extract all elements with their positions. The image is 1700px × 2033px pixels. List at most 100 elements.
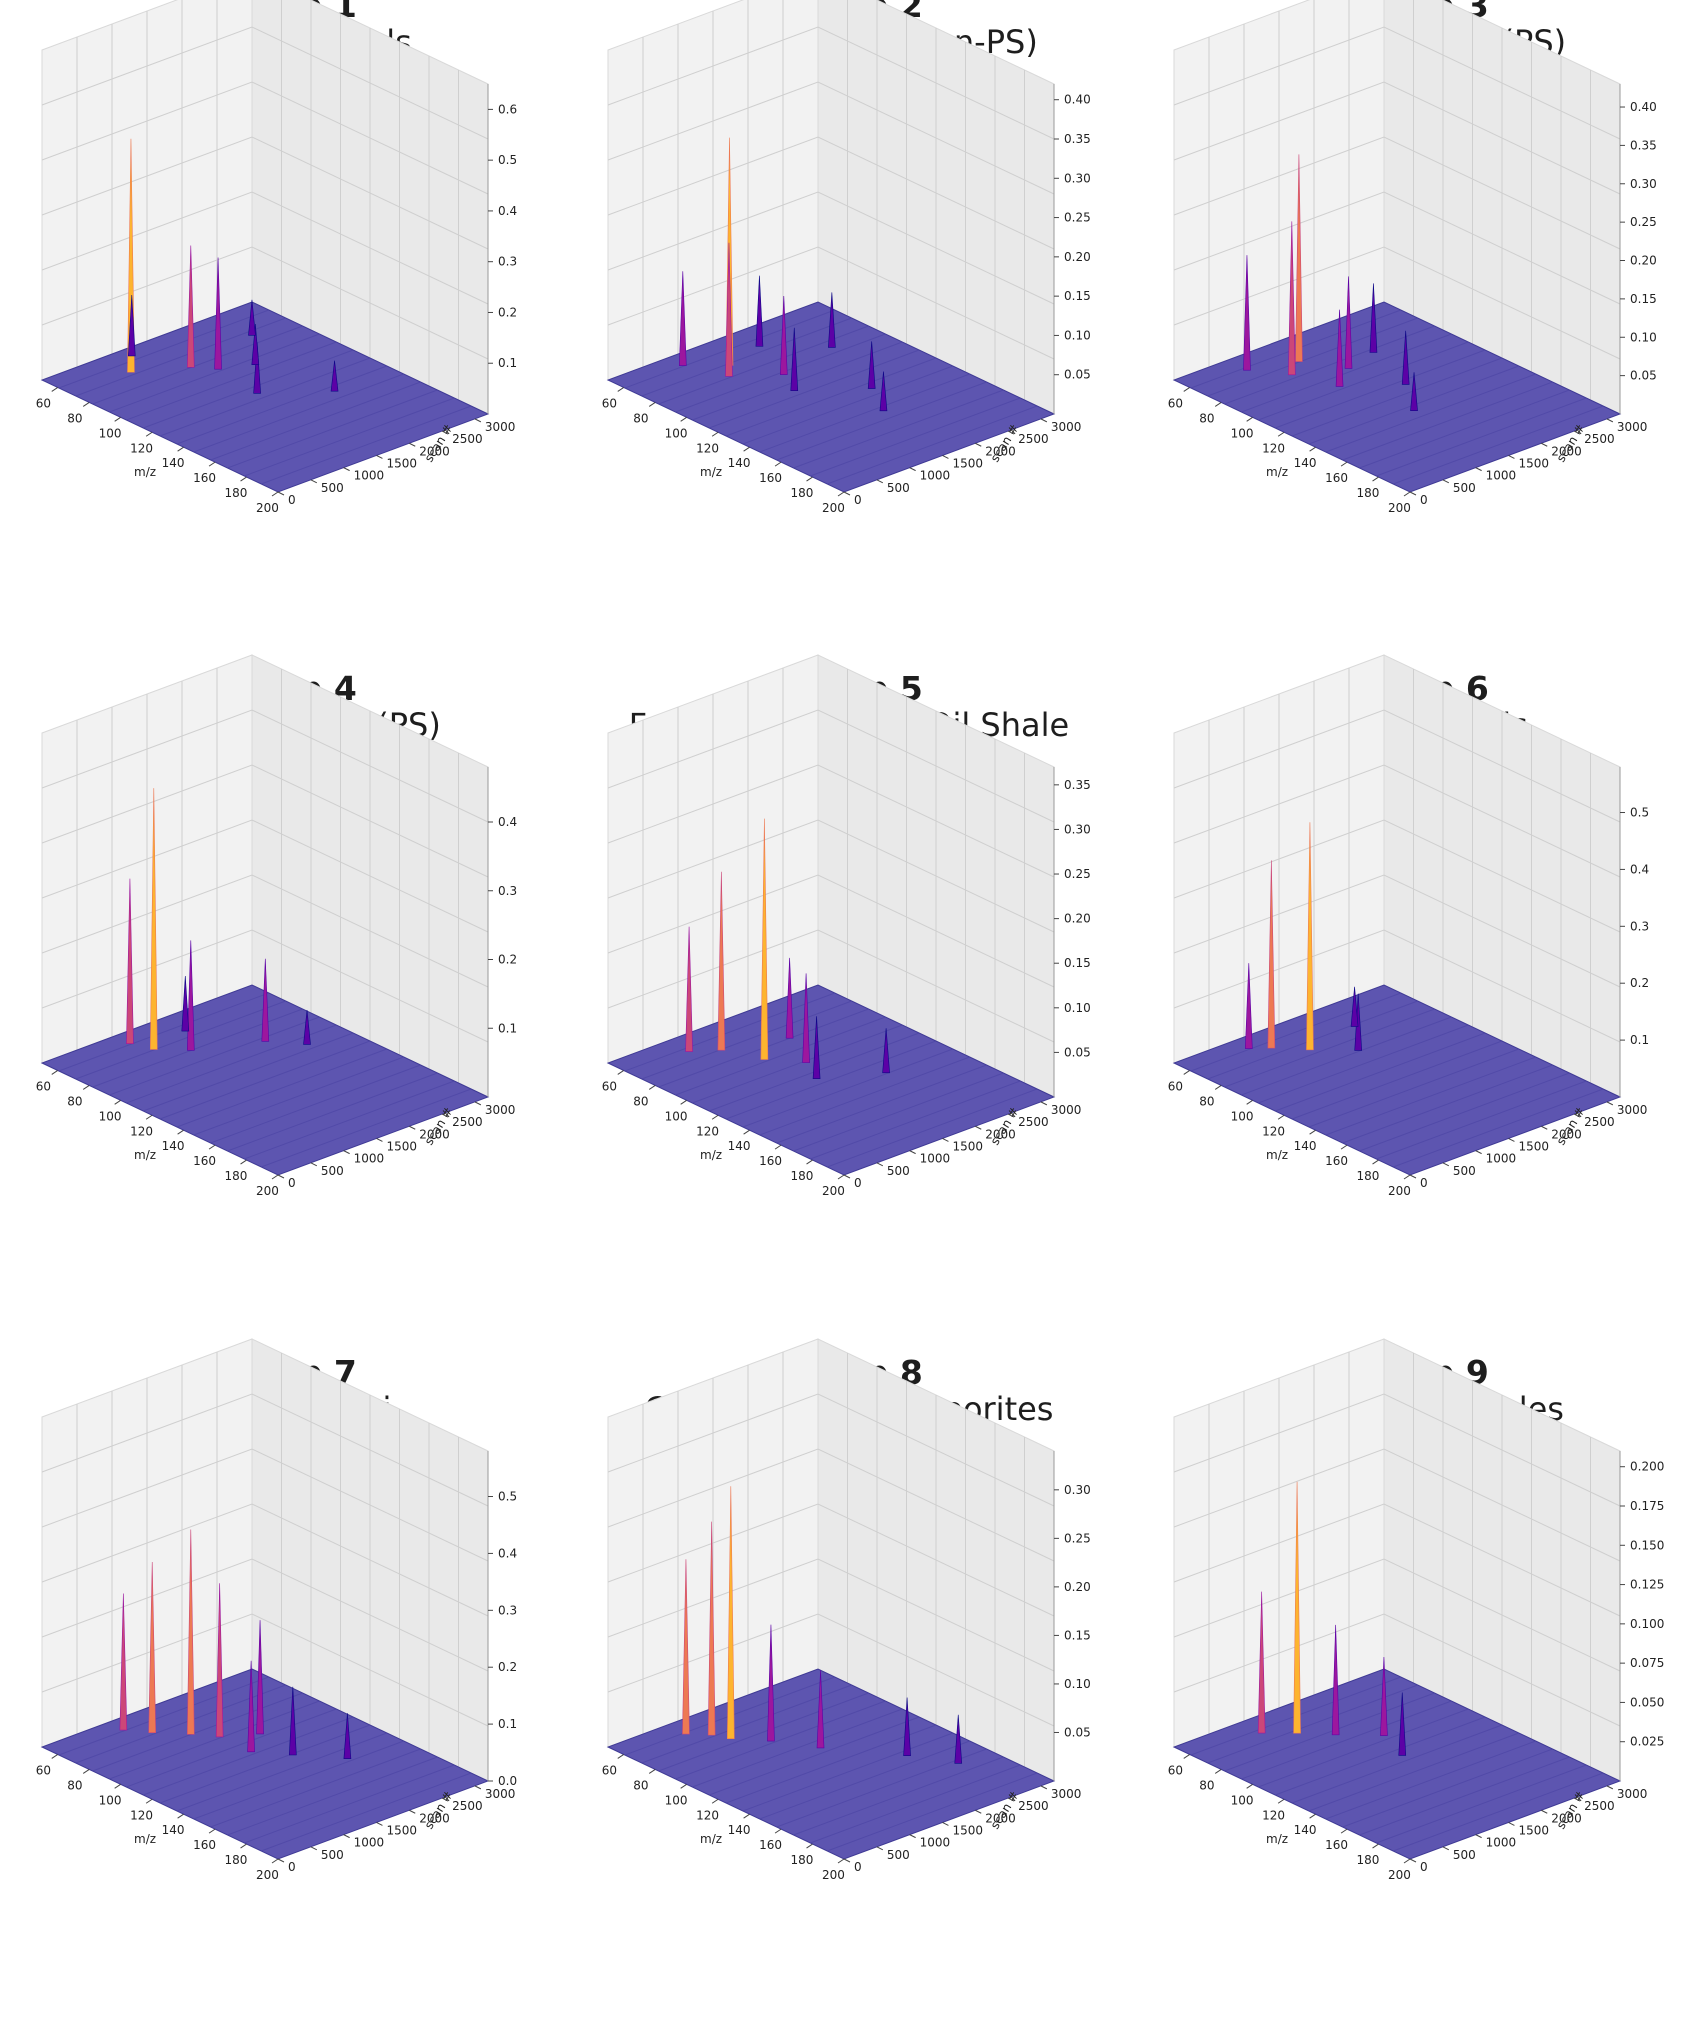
grid-line bbox=[41, 246, 489, 360]
grid-line bbox=[41, 81, 489, 195]
y-tick-label: 500 bbox=[321, 1848, 344, 1862]
z-tick-label: 0.4 bbox=[1630, 862, 1649, 876]
surface-ridge bbox=[1359, 1756, 1570, 1836]
surface-ridge bbox=[742, 365, 954, 445]
surface-ridge bbox=[142, 349, 354, 429]
x-tick-mark bbox=[145, 1798, 153, 1804]
surface-ridge bbox=[776, 1748, 987, 1828]
x-tick-mark bbox=[1214, 1084, 1222, 1090]
y-tick-label: 1500 bbox=[952, 456, 983, 470]
x-tick-label: 100 bbox=[1231, 426, 1254, 440]
x-tick-mark bbox=[648, 1768, 656, 1774]
z-tick-label: 0.20 bbox=[1064, 1580, 1091, 1594]
x-tick-mark bbox=[1340, 461, 1348, 467]
z-tick-label: 0.4 bbox=[498, 204, 517, 218]
grid-line bbox=[41, 709, 489, 823]
spectrum-peak bbox=[119, 1593, 128, 1731]
spectrum-peak bbox=[882, 1028, 890, 1074]
surface-ridge bbox=[1376, 1080, 1587, 1160]
surface-ridge bbox=[1392, 1088, 1604, 1168]
x-tick-label: 140 bbox=[162, 1823, 185, 1837]
z-tick-label: 0.4 bbox=[498, 1546, 517, 1560]
spectrum-peak bbox=[186, 940, 195, 1051]
grid-line bbox=[607, 819, 1055, 933]
z-tick-label: 0.6 bbox=[498, 102, 517, 116]
y-tick-mark bbox=[1442, 479, 1450, 484]
panel-group-5: Group 5 Fossil Coal, Wood, Oil Shale 608… bbox=[566, 654, 1132, 1349]
y-tick-mark bbox=[1475, 467, 1482, 472]
x-tick-label: 120 bbox=[696, 441, 719, 455]
y-tick-label: 500 bbox=[887, 481, 910, 495]
z-tick-label: 0.4 bbox=[498, 815, 517, 829]
surface-ridge bbox=[193, 373, 404, 453]
spectrum-peak bbox=[1369, 283, 1378, 353]
y-tick-label: 500 bbox=[1453, 481, 1476, 495]
surface-ridge bbox=[1392, 1772, 1604, 1852]
panel-group-9: Group 9 Synthetic Samples 60801001201401… bbox=[1132, 1338, 1698, 2033]
spectrum-peak bbox=[1306, 822, 1314, 1051]
spectrum-peak bbox=[812, 1016, 821, 1080]
grid-line bbox=[607, 1613, 1055, 1727]
x-tick-label: 120 bbox=[130, 441, 153, 455]
y-tick-label: 500 bbox=[887, 1164, 910, 1178]
surface-ridge bbox=[793, 1072, 1004, 1152]
y-tick-label: 1500 bbox=[952, 1823, 983, 1837]
spectrum-peak bbox=[253, 342, 261, 394]
x-tick-mark bbox=[1309, 446, 1316, 452]
grid-line bbox=[607, 191, 1055, 305]
x-tick-mark bbox=[837, 1174, 845, 1180]
spectrum-peak bbox=[126, 878, 134, 1044]
y-tick-label: 0 bbox=[288, 1860, 296, 1874]
spectrum-peak bbox=[1257, 1591, 1266, 1734]
grid-line bbox=[41, 1613, 489, 1727]
surface-ridge bbox=[1190, 992, 1402, 1072]
y-tick-mark bbox=[1409, 491, 1417, 496]
grid-line bbox=[41, 874, 489, 988]
x-tick-label: 140 bbox=[1294, 1823, 1317, 1837]
spectrum-peak bbox=[214, 257, 222, 370]
surface-ridge bbox=[641, 317, 852, 397]
z-tick-label: 0.2 bbox=[1630, 976, 1649, 990]
x-tick-label: 60 bbox=[602, 1763, 617, 1777]
z-tick-label: 0.25 bbox=[1630, 215, 1657, 229]
z-tick-label: 0.1 bbox=[498, 356, 517, 370]
y-tick-label: 2500 bbox=[452, 1115, 483, 1129]
surface-ridge bbox=[776, 1064, 987, 1144]
x-tick-mark bbox=[240, 1843, 247, 1849]
spectrum-peak bbox=[802, 973, 810, 1063]
y-tick-label: 1500 bbox=[386, 1139, 417, 1153]
x-tick-label: 140 bbox=[728, 1823, 751, 1837]
y-tick-mark bbox=[310, 479, 318, 484]
grid-line bbox=[41, 1503, 489, 1617]
surface-ridge bbox=[826, 405, 1038, 485]
x-tick-mark bbox=[837, 491, 845, 497]
x-tick-mark bbox=[1277, 1114, 1285, 1120]
y-tick-mark bbox=[843, 1858, 851, 1863]
x-tick-label: 180 bbox=[791, 1169, 814, 1183]
x-tick-label: 120 bbox=[696, 1808, 719, 1822]
y-tick-mark bbox=[1573, 1113, 1581, 1118]
z-tick-label: 0.10 bbox=[1064, 328, 1091, 342]
grid-line bbox=[41, 1448, 489, 1562]
spectrum-peak bbox=[903, 1697, 911, 1757]
y-tick-label: 0 bbox=[288, 493, 296, 507]
x-tick-label: 140 bbox=[162, 456, 185, 470]
spectrum-peak bbox=[148, 1561, 157, 1733]
surface-plot: 60 80 100 120 140 160 180 200 m/z 0 500 10001500200… bbox=[1168, 1338, 1664, 1882]
x-tick-mark bbox=[806, 1843, 813, 1849]
y-tick-mark bbox=[310, 1162, 318, 1167]
x-tick-label: 80 bbox=[67, 411, 82, 425]
x-tick-mark bbox=[208, 1828, 216, 1834]
z-tick-label: 0.10 bbox=[1064, 1001, 1091, 1015]
y-tick-label: 0 bbox=[288, 1176, 296, 1190]
grid-line bbox=[607, 136, 1055, 250]
z-tick-label: 0.05 bbox=[1630, 369, 1657, 383]
y-tick-mark bbox=[1508, 454, 1515, 459]
x-tick-mark bbox=[711, 1798, 719, 1804]
surface-ridge bbox=[1376, 397, 1587, 477]
surface-ridge bbox=[1291, 1040, 1503, 1120]
x-tick-mark bbox=[711, 1114, 719, 1120]
surface-ridge bbox=[176, 365, 388, 445]
z-tick-label: 0.40 bbox=[1064, 93, 1091, 107]
x-tick-label: 200 bbox=[1388, 1184, 1411, 1198]
